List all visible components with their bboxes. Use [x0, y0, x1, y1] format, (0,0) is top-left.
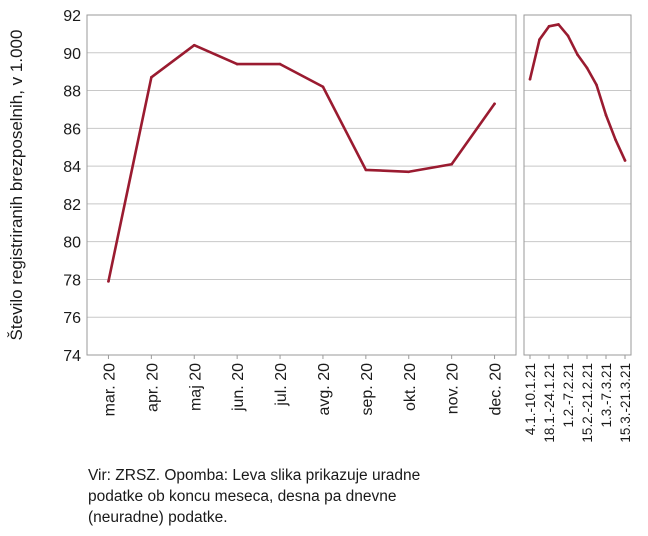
plot-frame	[523, 14, 632, 356]
data-point	[595, 83, 598, 87]
y-tick-label: 80	[63, 235, 81, 252]
x-tick-label: 15.3.-21.3.21	[618, 363, 633, 443]
x-tick-label: dec. 20	[488, 363, 505, 416]
y-tick-label: 92	[63, 8, 81, 25]
y-tick-label: 84	[63, 159, 81, 176]
series-line-monthly	[107, 43, 496, 283]
data-point	[192, 43, 196, 47]
data-point	[150, 76, 153, 79]
data-point	[107, 280, 110, 283]
data-point	[321, 85, 325, 89]
data-point	[278, 62, 282, 66]
series-line-weekly	[528, 23, 627, 162]
x-tick-label: jul. 20	[273, 363, 290, 407]
x-tick-label: 4.1.-10.1.21	[523, 363, 538, 435]
data-point	[585, 66, 589, 70]
data-point	[576, 53, 579, 56]
left-panel: 74 76 78 80 82 84 86 88 90 92 mar. 20 apr. 20 maj 20…	[63, 8, 517, 416]
data-point	[538, 38, 541, 41]
data-point	[407, 170, 411, 174]
data-point	[614, 138, 617, 141]
source-note-line-1: Vir: ZRSZ. Opomba: Leva slika prikazuje …	[88, 467, 421, 484]
x-tick-label: nov. 20	[445, 363, 462, 414]
y-axis-label: Število registriranih brezposelnih, v 1.…	[7, 30, 26, 341]
x-tick-label: 18.1.-24.1.21	[542, 363, 557, 443]
data-point	[623, 159, 627, 162]
source-note: Vir: ZRSZ. Opomba: Leva slika prikazuje …	[88, 465, 488, 528]
x-tick-label: okt. 20	[402, 363, 419, 411]
data-point	[557, 23, 560, 26]
data-point	[604, 113, 608, 117]
x-tick-label: apr. 20	[144, 363, 161, 412]
y-tick-label: 78	[63, 272, 81, 289]
x-tick-label: 1.2.-7.2.21	[561, 363, 576, 428]
y-tick-label: 88	[63, 84, 81, 101]
x-tick-label: mar. 20	[101, 363, 118, 416]
data-point	[450, 162, 453, 166]
unemployment-chart: 74 76 78 80 82 84 86 88 90 92 mar. 20 apr. 20 maj 20…	[7, 8, 633, 443]
y-tick-label: 82	[63, 197, 81, 214]
x-tick-label: 1.3.-7.3.21	[599, 363, 614, 428]
x-tick-label: avg. 20	[316, 363, 333, 416]
data-point	[364, 168, 368, 172]
y-tick-label: 86	[63, 121, 81, 138]
data-point	[493, 102, 496, 106]
y-tick-label: 74	[63, 348, 81, 365]
y-tick-label: 76	[63, 310, 81, 327]
y-tick-label: 90	[63, 46, 81, 63]
data-point	[547, 25, 551, 28]
x-tick-label: 15.2.-21.2.21	[580, 363, 595, 443]
x-tick-label: maj 20	[187, 363, 204, 411]
data-point	[235, 62, 239, 66]
x-tick-label: sep. 20	[359, 363, 376, 416]
right-panel: 4.1.-10.1.21 18.1.-24.1.21 1.2.-7.2.21 15.2…	[523, 14, 633, 443]
data-point	[528, 77, 532, 81]
source-note-line-2: podatke ob koncu meseca, desna pa dnevne	[88, 488, 397, 505]
plot-frame	[86, 14, 517, 356]
data-point	[566, 34, 570, 38]
source-note-line-3: (neuradne) podatke.	[88, 509, 228, 526]
x-tick-label: jun. 20	[230, 363, 247, 412]
